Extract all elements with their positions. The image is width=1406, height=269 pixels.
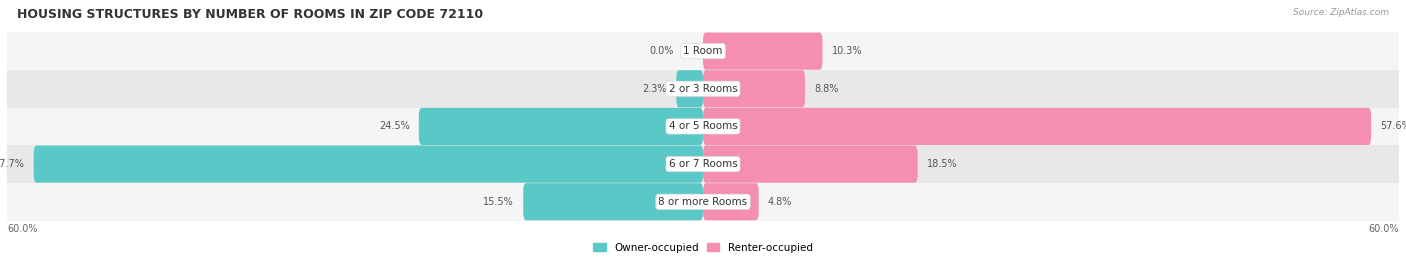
Text: 60.0%: 60.0% [1368, 224, 1399, 233]
Text: 60.0%: 60.0% [7, 224, 38, 233]
Text: 10.3%: 10.3% [832, 46, 862, 56]
Text: 4 or 5 Rooms: 4 or 5 Rooms [669, 121, 737, 132]
FancyBboxPatch shape [703, 183, 759, 220]
Bar [7, 70, 1399, 108]
Text: 15.5%: 15.5% [484, 197, 515, 207]
FancyBboxPatch shape [703, 146, 918, 183]
Text: 6 or 7 Rooms: 6 or 7 Rooms [669, 159, 737, 169]
FancyBboxPatch shape [703, 33, 823, 70]
FancyBboxPatch shape [703, 70, 806, 107]
Text: 1 Room: 1 Room [683, 46, 723, 56]
Text: 4.8%: 4.8% [768, 197, 793, 207]
Legend: Owner-occupied, Renter-occupied: Owner-occupied, Renter-occupied [589, 238, 817, 257]
Text: 8 or more Rooms: 8 or more Rooms [658, 197, 748, 207]
Text: HOUSING STRUCTURES BY NUMBER OF ROOMS IN ZIP CODE 72110: HOUSING STRUCTURES BY NUMBER OF ROOMS IN… [17, 8, 484, 21]
Text: Source: ZipAtlas.com: Source: ZipAtlas.com [1294, 8, 1389, 17]
FancyBboxPatch shape [34, 146, 703, 183]
FancyBboxPatch shape [523, 183, 703, 220]
Text: 57.7%: 57.7% [0, 159, 24, 169]
Bar [7, 108, 1399, 145]
Bar [7, 32, 1399, 70]
Bar [7, 145, 1399, 183]
FancyBboxPatch shape [676, 70, 703, 107]
Text: 2.3%: 2.3% [643, 84, 666, 94]
Text: 2 or 3 Rooms: 2 or 3 Rooms [669, 84, 737, 94]
Text: 18.5%: 18.5% [927, 159, 957, 169]
Text: 24.5%: 24.5% [378, 121, 409, 132]
FancyBboxPatch shape [703, 108, 1371, 145]
Text: 8.8%: 8.8% [814, 84, 839, 94]
Text: 57.6%: 57.6% [1381, 121, 1406, 132]
Text: 0.0%: 0.0% [650, 46, 673, 56]
FancyBboxPatch shape [419, 108, 703, 145]
Bar [7, 183, 1399, 221]
